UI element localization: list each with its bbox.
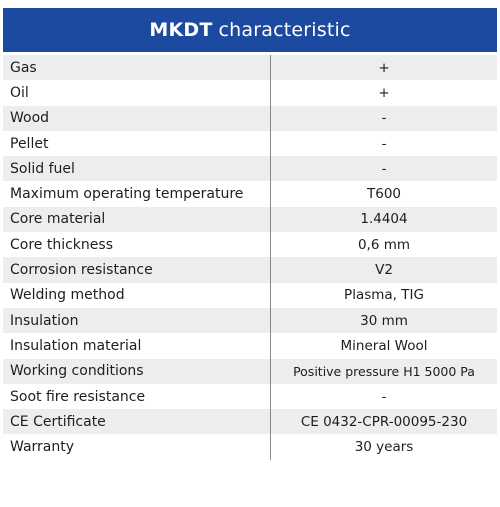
table-body: Gas + Oil + Wood - Pellet - Solid fuel - Maximum o… [3,55,497,460]
row-label: Solid fuel [3,156,271,182]
row-label: Insulation material [3,333,271,359]
row-label: Wood [3,105,271,131]
table-header: MKDT characteristic [3,8,497,52]
row-value: CE 0432-CPR-00095-230 [300,413,468,430]
table-row: Core thickness 0,6 mm [3,232,497,258]
row-label: Gas [3,55,271,81]
row-value: V2 [375,262,393,279]
table-row: Core material 1.4404 [3,206,497,233]
row-value: Positive pressure H1 5000 Pa [293,363,475,379]
row-label: Oil [3,80,271,106]
row-value: 0,6 mm [357,236,411,253]
table-row: Solid fuel - [3,156,497,182]
row-value: Plasma, TIG [344,287,424,304]
row-label: Pellet [3,130,271,157]
row-value: - [381,388,387,405]
table-row: Corrosion resistance V2 [3,257,497,283]
row-label: Core thickness [3,232,271,258]
table-row: Soot fire resistance - [3,383,497,410]
table-row: Gas + [3,55,497,81]
table-row: Oil + [3,80,497,106]
table-row: Wood - [3,105,497,131]
row-value: 1.4404 [360,211,408,228]
header-title: characteristic [218,19,351,41]
row-label: Maximum operating temperature [3,181,271,207]
header-brand: MKDT [149,19,213,41]
row-value: + [378,59,390,76]
row-value: - [381,135,387,152]
row-value: T600 [366,186,401,203]
table-row: Welding method Plasma, TIG [3,282,497,308]
table-row: Maximum operating temperature T600 [3,181,497,207]
row-label: Corrosion resistance [3,257,271,283]
row-label: Welding method [3,282,271,308]
table-row: Warranty 30 years [3,434,497,460]
row-label: Warranty [3,434,271,460]
row-value: - [381,160,387,177]
spec-table: MKDT characteristic Gas + Oil + Wood - Pellet -… [3,8,497,460]
table-row: Insulation 30 mm [3,307,497,334]
row-label: Working conditions [3,358,271,384]
row-value: Mineral Wool [340,337,428,354]
row-label: Soot fire resistance [3,383,271,410]
table-row: CE Certificate CE 0432-CPR-00095-230 [3,409,497,435]
row-value: + [378,84,390,101]
table-row: Insulation material Mineral Wool [3,333,497,359]
table-row: Working conditions Positive pressure H1 5… [3,358,497,384]
row-value: 30 years [354,439,414,456]
row-label: Core material [3,206,271,233]
row-value: - [381,110,387,127]
row-label: Insulation [3,307,271,334]
row-value: 30 mm [360,312,408,329]
table-row: Pellet - [3,130,497,157]
row-label: CE Certificate [3,409,271,435]
